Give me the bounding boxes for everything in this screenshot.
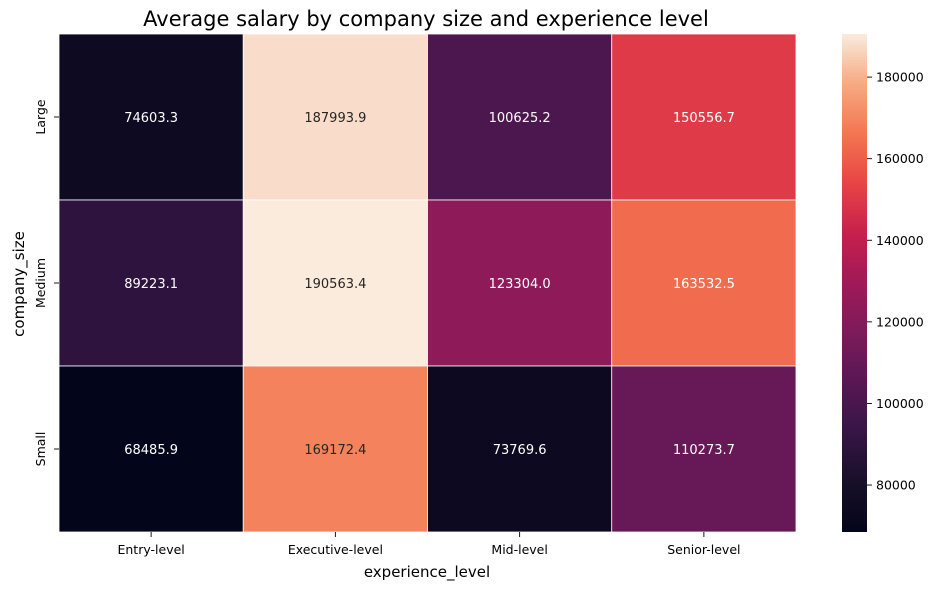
heatmap-cell xyxy=(611,199,797,367)
heatmap-cells xyxy=(58,33,797,533)
heatmap-cell xyxy=(427,199,613,367)
x-tick-label: Senior-level xyxy=(667,542,740,557)
x-tick-label: Executive-level xyxy=(288,542,383,557)
colorbar-tick-label: 180000 xyxy=(876,70,924,85)
cell-value-label: 169172.4 xyxy=(304,443,366,458)
colorbar-gradient xyxy=(842,34,867,532)
x-axis-label: experience_level xyxy=(364,563,490,582)
cell-value-label: 74603.3 xyxy=(124,111,178,126)
y-axis: Large Medium Small xyxy=(33,99,59,466)
y-tick-label: Large xyxy=(33,99,48,134)
chart-title: Average salary by company size and exper… xyxy=(143,7,709,31)
colorbar-tick-label: 160000 xyxy=(876,151,924,166)
heatmap-cell xyxy=(611,33,797,201)
y-axis-label: company_size xyxy=(10,231,29,337)
x-tick-label: Entry-level xyxy=(117,542,184,557)
colorbar: 80000 100000 120000 140000 160000 180000 xyxy=(842,34,924,532)
heatmap-cell xyxy=(242,199,428,367)
colorbar-tick-label: 100000 xyxy=(876,396,924,411)
cell-value-label: 123304.0 xyxy=(489,277,551,292)
cell-value-label: 68485.9 xyxy=(124,443,178,458)
cell-value-label: 89223.1 xyxy=(124,277,178,292)
x-tick-label: Mid-level xyxy=(491,542,547,557)
y-tick-label: Medium xyxy=(33,258,48,308)
heatmap-cell xyxy=(58,33,244,201)
cell-value-label: 163532.5 xyxy=(673,277,735,292)
colorbar-tick-label: 120000 xyxy=(876,314,924,329)
cell-value-label: 73769.6 xyxy=(493,443,547,458)
x-axis: Entry-level Executive-level Mid-level Senio… xyxy=(117,532,741,557)
cell-value-label: 187993.9 xyxy=(304,111,366,126)
colorbar-tick-label: 80000 xyxy=(876,478,916,493)
cell-value-label: 190563.4 xyxy=(304,277,366,292)
heatmap-cell xyxy=(58,199,244,367)
cell-value-label: 110273.7 xyxy=(673,443,735,458)
cell-value-label: 150556.7 xyxy=(673,111,735,126)
heatmap-cell xyxy=(427,33,613,201)
y-tick-label: Small xyxy=(33,432,48,467)
heatmap-cell xyxy=(611,365,797,533)
cell-value-label: 100625.2 xyxy=(489,111,551,126)
heatmap-cell xyxy=(242,365,428,533)
heatmap-cell xyxy=(242,33,428,201)
colorbar-tick-label: 140000 xyxy=(876,233,924,248)
heatmap-cell-labels: 74603.3 187993.9 100625.2 150556.7 89223.1 19… xyxy=(124,111,735,458)
